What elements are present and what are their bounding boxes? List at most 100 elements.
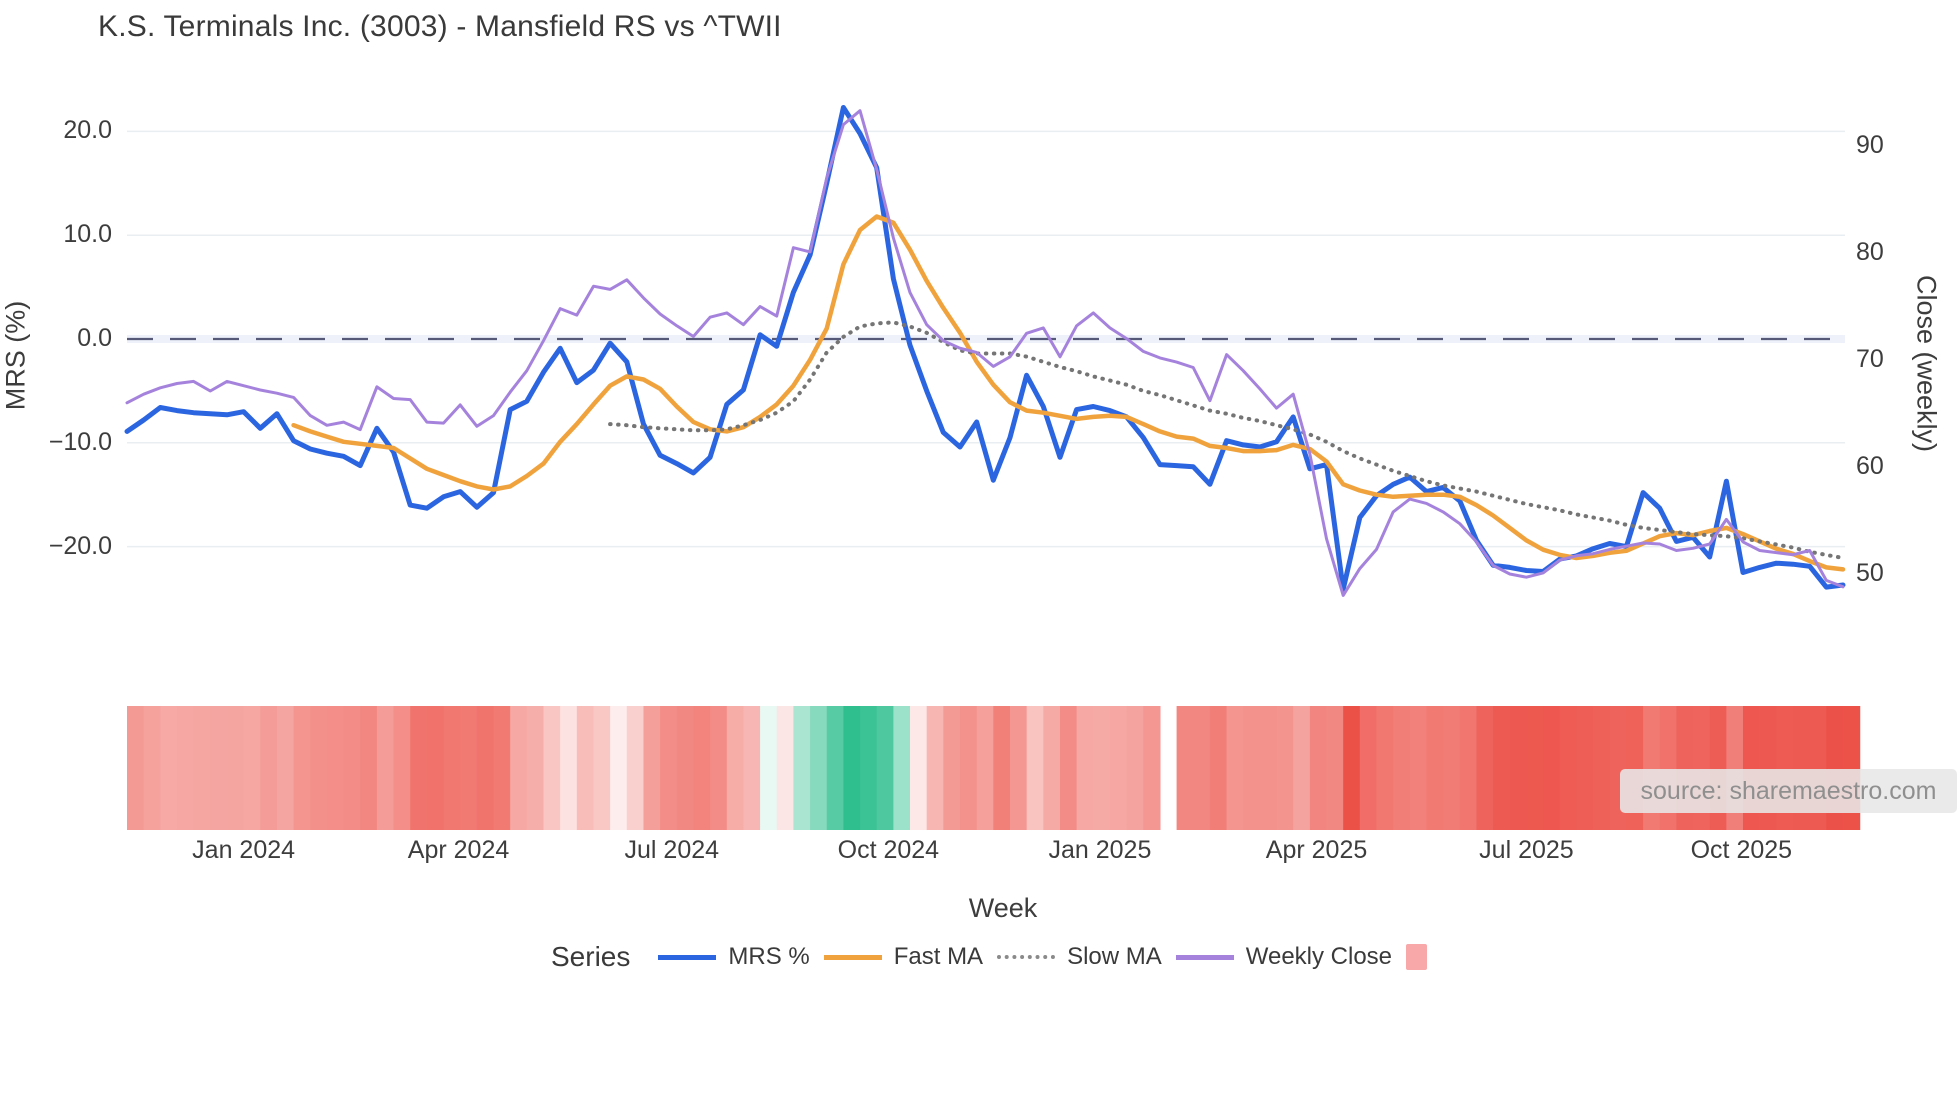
legend-swatch-icon (1406, 944, 1428, 970)
heatmap-week-cell (393, 706, 411, 830)
legend-item-heatmap[interactable] (1406, 944, 1428, 970)
heatmap-week-cell (1509, 706, 1528, 830)
y-tick-left: 0.0 (77, 324, 112, 352)
heatmap-week-cell (1109, 706, 1128, 830)
y-tick-left: −20.0 (48, 531, 112, 560)
heatmap-week-cell (760, 706, 778, 830)
heatmap-week-cell (676, 706, 695, 830)
heatmap-week-cell (1176, 706, 1194, 830)
heatmap-week-cell (876, 706, 894, 830)
heatmap-week-cell (1293, 706, 1311, 830)
heatmap-week-cell (326, 706, 345, 830)
heatmap-week-cell (743, 706, 761, 830)
y-tick-right: 60 (1856, 452, 1884, 480)
heatmap-week-cell (160, 706, 178, 830)
source-annotation: source: sharemaestro.com (1620, 769, 1957, 813)
heatmap-week-cell (860, 706, 878, 830)
heatmap-week-cell (193, 706, 211, 830)
heatmap-week-cell (693, 706, 711, 830)
heatmap-week-cell (176, 706, 195, 830)
legend-item-label: Slow MA (1067, 943, 1162, 970)
heatmap-week-cell (843, 706, 861, 830)
y-tick-right: 90 (1856, 131, 1884, 159)
heatmap-week-cell (276, 706, 295, 830)
x-tick: Apr 2024 (407, 836, 510, 864)
heatmap-week-cell (1493, 706, 1511, 830)
heatmap-week-cell (810, 706, 828, 830)
heatmap-week-cell (510, 706, 528, 830)
heatmap-week-cell (926, 706, 944, 830)
heatmap-week-cell (1543, 706, 1561, 830)
chart-title: K.S. Terminals Inc. (3003) - Mansfield R… (98, 10, 782, 43)
y-tick-right: 80 (1856, 238, 1884, 266)
heatmap-week-cell (293, 706, 311, 830)
heatmap-week-cell (960, 706, 978, 830)
heatmap-week-cell (610, 706, 628, 830)
heatmap-week-cell (426, 706, 445, 830)
heatmap-week-cell (376, 706, 395, 830)
heatmap-week-cell (1076, 706, 1094, 830)
legend-item-mrs-[interactable]: MRS % (658, 943, 810, 971)
x-tick: Oct 2025 (1690, 836, 1793, 864)
legend-item-fast-ma[interactable]: Fast MA (823, 943, 983, 971)
heatmap-week-cell (210, 706, 228, 830)
heatmap-week-cell (893, 706, 911, 830)
series-line-fast-ma (291, 214, 1846, 572)
heatmap-week-cell (1393, 706, 1411, 830)
legend-swatch-icon (997, 955, 1056, 959)
heatmap-week-cell (776, 706, 794, 830)
heatmap-week-cell (1559, 706, 1578, 830)
x-tick: Jan 2024 (192, 836, 296, 864)
heatmap-week-cell (1526, 706, 1544, 830)
legend: Series MRS % Fast MA Slow MA Weekly Close (551, 934, 1428, 980)
heatmap-week-cell (910, 706, 928, 830)
heatmap-week-cell (1376, 706, 1394, 830)
legend-item-label: Weekly Close (1245, 943, 1393, 970)
heatmap-week-cell (993, 706, 1011, 830)
x-tick: Jan 2025 (1048, 836, 1152, 864)
heatmap-week-cell (476, 706, 495, 830)
heatmap-week-cell (1093, 706, 1111, 830)
heatmap-week-cell (1593, 706, 1611, 830)
heatmap-week-cell (410, 706, 428, 830)
legend-item-weekly-close[interactable]: Weekly Close (1175, 943, 1393, 971)
heatmap-week-cell (1209, 706, 1228, 830)
series-line-weekly-close (125, 109, 1845, 597)
heatmap-week-cell (1576, 706, 1594, 830)
heatmap-week-cell (1343, 706, 1361, 830)
heatmap-week-cell (1143, 706, 1161, 830)
legend-item-label: MRS % (728, 943, 810, 970)
heatmap-week-cell (260, 706, 278, 830)
heatmap-week-cell (1009, 706, 1028, 830)
heatmap-week-cell (1409, 706, 1428, 830)
heatmap-week-cell (493, 706, 511, 830)
series-line-slow-ma (608, 320, 1845, 560)
heatmap-week-cell (1043, 706, 1061, 830)
heatmap-week-cell (1426, 706, 1444, 830)
legend-title: Series (551, 941, 631, 972)
heatmap-week-cell (360, 706, 378, 830)
source-text: source: sharemaestro.com (1640, 776, 1937, 805)
heatmap-week-cell (626, 706, 645, 830)
heatmap-week-cell (526, 706, 545, 830)
x-tick: Apr 2025 (1265, 836, 1368, 864)
heatmap-week-cell (460, 706, 478, 830)
heatmap-week-cell (593, 706, 611, 830)
heatmap-week-cell (1476, 706, 1494, 830)
legend-item-slow-ma[interactable]: Slow MA (997, 943, 1162, 971)
heatmap-week-cell (1026, 706, 1044, 830)
heatmap-week-cell (543, 706, 561, 830)
heatmap-week-cell (1059, 706, 1078, 830)
y-tick-left: 10.0 (63, 220, 112, 249)
heatmap-week-cell (1226, 706, 1244, 830)
y-tick-left: 20.0 (63, 116, 112, 145)
heatmap-week-cell (1276, 706, 1294, 830)
heatmap-week-cell (576, 706, 595, 830)
y-tick-right: 50 (1856, 559, 1884, 587)
heatmap-week-cell (793, 706, 811, 830)
x-tick: Oct 2024 (837, 836, 940, 864)
x-axis-label: Week (968, 893, 1038, 923)
heatmap-week-cell (1309, 706, 1328, 830)
